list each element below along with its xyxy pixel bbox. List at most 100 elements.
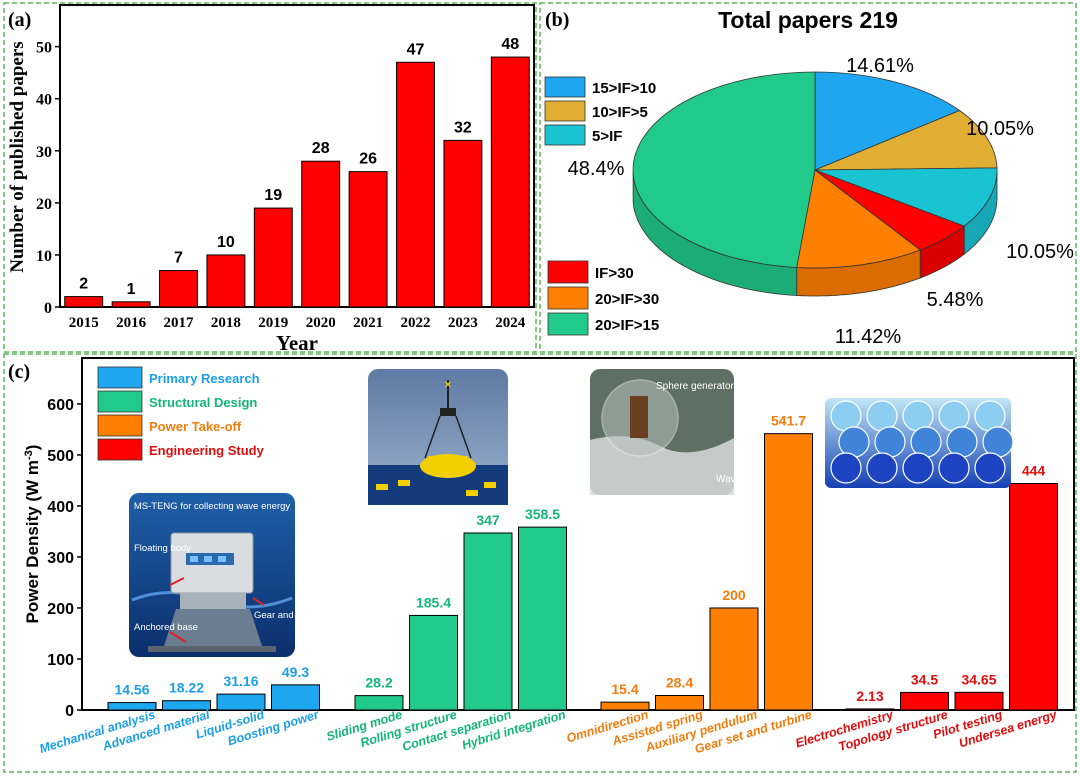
panel-c-legend-swatch bbox=[97, 366, 143, 389]
pie-percent-label: 10.05% bbox=[966, 118, 1034, 140]
panel-a-bar bbox=[64, 296, 104, 308]
panel-a-ytick-label: 50 bbox=[36, 40, 52, 57]
inset-sphere-label: Sphere generator bbox=[656, 381, 735, 392]
panel-c-bar-label: 444 bbox=[1022, 462, 1046, 478]
pie-legend-swatch bbox=[544, 76, 586, 98]
panel-a-bar bbox=[159, 270, 198, 308]
pie-legend-swatch bbox=[547, 286, 589, 310]
panel-a-bar bbox=[111, 301, 151, 308]
panel-a-bar-label: 1 bbox=[127, 281, 136, 298]
inset-ms-teng-anchored: Anchored base bbox=[134, 622, 198, 633]
panel-a-bar bbox=[253, 207, 293, 308]
panel-c-bar-label: 34.65 bbox=[961, 671, 996, 687]
panel-a-x-axis-title: Year bbox=[276, 331, 318, 355]
panel-c-bar-label: 358.5 bbox=[525, 506, 560, 522]
panel-a-ytick-label: 0 bbox=[44, 300, 52, 317]
panel-a-xtick-label: 2022 bbox=[401, 315, 431, 331]
panel-c-bar-label: 2.13 bbox=[856, 688, 883, 704]
panel-c-legend-label: Engineering Study bbox=[149, 443, 265, 458]
panel-a-label: (a) bbox=[8, 9, 31, 31]
panel-c-legend-swatch bbox=[97, 438, 143, 461]
panel-a-ytick-label: 10 bbox=[36, 248, 52, 265]
pie-legend-label: 20>IF>15 bbox=[595, 317, 659, 334]
pie-percent-label: 14.61% bbox=[846, 55, 914, 77]
panel-a-xtick-label: 2024 bbox=[495, 315, 526, 331]
panel-a-bar-label: 19 bbox=[264, 187, 282, 204]
pie-legend-label: 20>IF>30 bbox=[595, 291, 659, 308]
inset-sphere-wave-label: Wave bbox=[716, 474, 742, 485]
panel-a-xtick-label: 2017 bbox=[164, 315, 195, 331]
panel-c-bar-label: 31.16 bbox=[223, 673, 258, 689]
pie-legend-swatch bbox=[544, 124, 586, 146]
roller-circle bbox=[866, 452, 898, 484]
panel-c-bar bbox=[709, 607, 759, 711]
inset-ms-teng-floating: Floating body bbox=[134, 543, 191, 554]
panel-a-bar bbox=[396, 61, 435, 308]
panel-c-bar bbox=[216, 693, 266, 711]
panel-a-bar-label: 26 bbox=[359, 151, 377, 168]
panel-c-y-axis-title: Power Density (W m-3) bbox=[23, 445, 42, 624]
roller-circle bbox=[874, 426, 906, 458]
pie-legend-label: 10>IF>5 bbox=[592, 104, 648, 121]
panel-c-bar bbox=[463, 532, 513, 711]
roller-circle bbox=[902, 452, 934, 484]
panel-a-bar-label: 10 bbox=[217, 234, 235, 251]
pie-slice bbox=[814, 71, 961, 171]
inset-ms-teng-title: MS-TENG for collecting wave energy bbox=[134, 501, 291, 512]
panel-a-bar bbox=[443, 139, 483, 308]
panel-b-chart: (b) Total papers 219 14.61% 10.05% 10.05% 5… bbox=[544, 7, 1074, 348]
panel-c-bar-label: 28.4 bbox=[666, 675, 693, 691]
pie-percent-label: 10.05% bbox=[1006, 241, 1074, 263]
roller-circle bbox=[982, 426, 1014, 458]
panel-c-y-axis-sup: -3 bbox=[23, 450, 35, 460]
panel-c-ytick-label: 600 bbox=[47, 397, 74, 414]
panel-c-ytick-label: 100 bbox=[47, 652, 74, 669]
panel-c-y-axis-main: Power Density (W m bbox=[23, 460, 42, 623]
inset-sphere-image: Sphere generator Wave bbox=[590, 369, 742, 495]
inset-buoy-marker-icon: × bbox=[445, 379, 451, 391]
panel-a-bar-label: 48 bbox=[501, 36, 519, 53]
panel-a-xtick-label: 2020 bbox=[306, 315, 336, 331]
panel-c-bar bbox=[518, 526, 567, 711]
panel-c-ytick-label: 0 bbox=[65, 703, 74, 720]
panel-c-ytick-label: 300 bbox=[47, 550, 74, 567]
inset-ms-teng-image: MS-TENG for collecting wave energy Float… bbox=[129, 493, 314, 657]
panel-a-ytick-label: 30 bbox=[36, 144, 52, 161]
panel-c-ytick-label: 200 bbox=[47, 601, 74, 618]
pie-slice bbox=[796, 169, 922, 269]
roller-circle bbox=[946, 426, 978, 458]
panel-c-bar-label: 347 bbox=[476, 512, 500, 528]
roller-circle bbox=[902, 400, 934, 432]
panel-a-xtick-label: 2018 bbox=[211, 315, 241, 331]
panel-c-bar-label: 28.2 bbox=[365, 675, 392, 691]
pie-percent-label: 11.42% bbox=[835, 326, 902, 348]
roller-circle bbox=[830, 400, 862, 432]
panel-b-label: (b) bbox=[545, 9, 569, 31]
pie-slice bbox=[814, 110, 998, 171]
panel-a-bar-label: 28 bbox=[312, 140, 330, 157]
panel-a-bar bbox=[301, 160, 341, 308]
panel-c-bar bbox=[162, 700, 211, 711]
panel-a-y-axis-title: Number of published papers bbox=[7, 41, 28, 272]
panel-c-ytick-label: 500 bbox=[47, 448, 74, 465]
panel-c-bar-label: 49.3 bbox=[282, 664, 309, 680]
panel-a-bar bbox=[490, 56, 530, 308]
panel-a-bar-label: 7 bbox=[174, 250, 183, 267]
panel-a-bar bbox=[206, 254, 246, 308]
panel-c-bar-label: 15.4 bbox=[611, 681, 638, 697]
pie-legend-swatch bbox=[547, 260, 589, 284]
panel-a-chart: (a) Number of published papers Year 0 10 2… bbox=[7, 4, 535, 355]
roller-circle bbox=[974, 400, 1006, 432]
panel-c-legend-label: Power Take-off bbox=[149, 419, 242, 434]
inset-rollers-image bbox=[825, 398, 1014, 488]
panel-c-bar bbox=[409, 614, 458, 711]
panel-c-bar bbox=[845, 708, 895, 711]
roller-circle bbox=[830, 452, 862, 484]
panel-c-bar bbox=[354, 695, 404, 711]
pie-legend-label: IF>30 bbox=[595, 265, 634, 282]
panel-c-legend-swatch bbox=[97, 414, 143, 437]
panel-c-legend-swatch bbox=[97, 390, 143, 413]
panel-c-chart: (c) Power Density (W m-3) 0 100 200 300 400 5… bbox=[8, 357, 1075, 756]
panel-c-bar-label: 200 bbox=[722, 587, 746, 603]
